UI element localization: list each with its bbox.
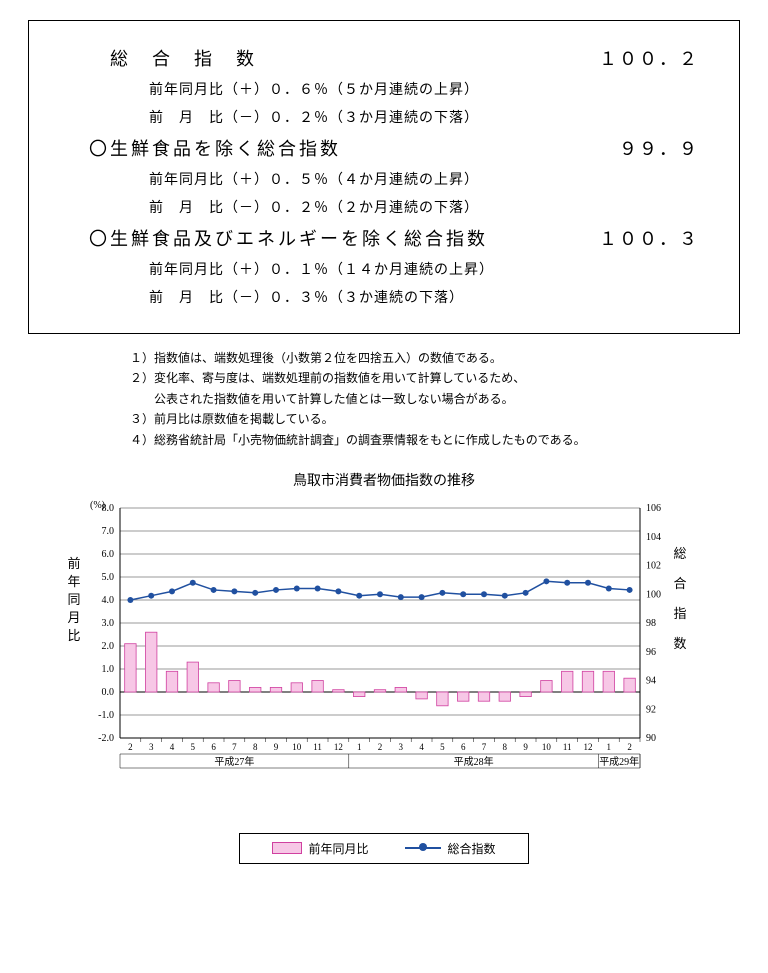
svg-text:数: 数 [673, 636, 686, 651]
svg-text:12: 12 [334, 742, 343, 752]
svg-text:5: 5 [191, 742, 196, 752]
svg-text:9: 9 [274, 742, 279, 752]
svg-text:92: 92 [646, 704, 656, 715]
svg-text:総: 総 [673, 546, 686, 561]
svg-text:前: 前 [67, 556, 80, 571]
idx-value: ９９．９ [619, 135, 699, 161]
idx-label: 〇生鮮食品及びエネルギーを除く総合指数 [89, 225, 488, 251]
summary-item-1: 〇生鮮食品を除く総合指数 ９９．９ 前年同月比（＋）０．５％（４か月連続の上昇）… [89, 135, 699, 217]
svg-text:1: 1 [357, 742, 362, 752]
svg-text:102: 102 [646, 560, 661, 571]
sub-yoy: 前年同月比（＋）０．６％（５か月連続の上昇） [149, 79, 699, 99]
idx-label: 〇生鮮食品を除く総合指数 [89, 135, 341, 161]
svg-text:平成28年: 平成28年 [454, 755, 494, 768]
svg-text:3: 3 [399, 742, 404, 752]
svg-text:年: 年 [67, 574, 80, 589]
svg-text:10: 10 [292, 742, 302, 752]
legend-bar-label: 前年同月比 [308, 840, 368, 857]
svg-text:2.0: 2.0 [102, 641, 115, 652]
svg-text:9: 9 [523, 742, 528, 752]
svg-text:10: 10 [542, 742, 552, 752]
idx-label: 総 合 指 数 [89, 45, 257, 71]
idx-row: 総 合 指 数 １００．２ [89, 45, 699, 71]
sub-mom: 前 月 比（－）０．２％（２か月連続の下落） [149, 197, 699, 217]
summary-box: 総 合 指 数 １００．２ 前年同月比（＋）０．６％（５か月連続の上昇） 前 月… [28, 20, 740, 334]
sub-yoy: 前年同月比（＋）０．５％（４か月連続の上昇） [149, 169, 699, 189]
svg-text:7: 7 [232, 742, 237, 752]
svg-text:12: 12 [584, 742, 593, 752]
svg-text:2: 2 [627, 742, 632, 752]
sub-yoy: 前年同月比（＋）０．１％（１４か月連続の上昇） [149, 259, 699, 279]
svg-text:4: 4 [170, 742, 175, 752]
svg-text:94: 94 [646, 675, 656, 686]
chart-title: 鳥取市消費者物価指数の推移 [60, 470, 708, 490]
legend-box: 前年同月比 総合指数 [239, 833, 529, 864]
svg-text:8: 8 [503, 742, 508, 752]
svg-text:96: 96 [646, 647, 656, 658]
svg-text:8: 8 [253, 742, 258, 752]
summary-item-2: 〇生鮮食品及びエネルギーを除く総合指数 １００．３ 前年同月比（＋）０．１％（１… [89, 225, 699, 307]
svg-text:106: 106 [646, 503, 661, 514]
svg-text:90: 90 [646, 733, 656, 744]
note-line: 公表された指数値を用いて計算した値とは一致しない場合がある。 [130, 389, 708, 409]
svg-text:0.0: 0.0 [102, 687, 115, 698]
svg-text:6: 6 [461, 742, 466, 752]
legend-bar-swatch [272, 842, 302, 854]
svg-text:98: 98 [646, 618, 656, 629]
legend-line-label: 総合指数 [447, 840, 495, 857]
legend-line-item: 総合指数 [405, 840, 495, 857]
note-line: ２）変化率、寄与度は、端数処理前の指数値を用いて計算しているため、 [130, 368, 708, 388]
legend-bar-item: 前年同月比 [272, 840, 368, 857]
sub-mom: 前 月 比（－）０．３％（３か連続の下落） [149, 287, 699, 307]
sub-mom: 前 月 比（－）０．２％（３か月連続の下落） [149, 107, 699, 127]
svg-text:4.0: 4.0 [102, 595, 115, 606]
chart-area: 鳥取市消費者物価指数の推移 -2.0 -1.0 0.0 1.0 2.0 3.0 4.0 5.0… [60, 470, 708, 803]
notes: １）指数値は、端数処理後（小数第２位を四捨五入）の数値である。 ２）変化率、寄与… [130, 348, 708, 450]
svg-text:100: 100 [646, 589, 661, 600]
svg-text:3: 3 [149, 742, 154, 752]
svg-text:平成27年: 平成27年 [214, 755, 254, 768]
note-line: ３）前月比は原数値を掲載している。 [130, 409, 708, 429]
svg-text:指: 指 [673, 606, 686, 621]
svg-text:2: 2 [128, 742, 133, 752]
svg-text:1.0: 1.0 [102, 664, 115, 675]
svg-text:6: 6 [211, 742, 216, 752]
svg-text:7.0: 7.0 [102, 526, 115, 537]
svg-text:-2.0: -2.0 [98, 733, 114, 744]
svg-text:2: 2 [378, 742, 383, 752]
svg-text:月: 月 [67, 610, 80, 625]
note-line: ４）総務省統計局「小売物価統計調査」の調査票情報をもとに作成したものである。 [130, 430, 708, 450]
svg-text:(%): (%) [90, 500, 105, 511]
svg-text:6.0: 6.0 [102, 549, 115, 560]
svg-text:104: 104 [646, 532, 661, 543]
svg-text:5.0: 5.0 [102, 572, 115, 583]
legend-line-swatch [405, 843, 441, 853]
idx-row: 〇生鮮食品を除く総合指数 ９９．９ [89, 135, 699, 161]
svg-text:1: 1 [607, 742, 612, 752]
svg-text:比: 比 [67, 628, 80, 643]
idx-value: １００．２ [599, 45, 699, 71]
idx-row: 〇生鮮食品及びエネルギーを除く総合指数 １００．３ [89, 225, 699, 251]
svg-text:平成29年: 平成29年 [599, 755, 639, 768]
svg-text:合: 合 [673, 576, 686, 591]
svg-text:11: 11 [563, 742, 572, 752]
idx-value: １００．３ [599, 225, 699, 251]
chart-svg: -2.0-1.00.01.02.03.04.05.06.07.08.090929… [60, 498, 700, 798]
svg-text:7: 7 [482, 742, 487, 752]
summary-item-0: 総 合 指 数 １００．２ 前年同月比（＋）０．６％（５か月連続の上昇） 前 月… [89, 45, 699, 127]
svg-text:4: 4 [419, 742, 424, 752]
svg-text:-1.0: -1.0 [98, 710, 114, 721]
note-line: １）指数値は、端数処理後（小数第２位を四捨五入）の数値である。 [130, 348, 708, 368]
svg-text:5: 5 [440, 742, 445, 752]
svg-text:同: 同 [67, 592, 80, 607]
svg-text:3.0: 3.0 [102, 618, 115, 629]
svg-text:11: 11 [313, 742, 322, 752]
